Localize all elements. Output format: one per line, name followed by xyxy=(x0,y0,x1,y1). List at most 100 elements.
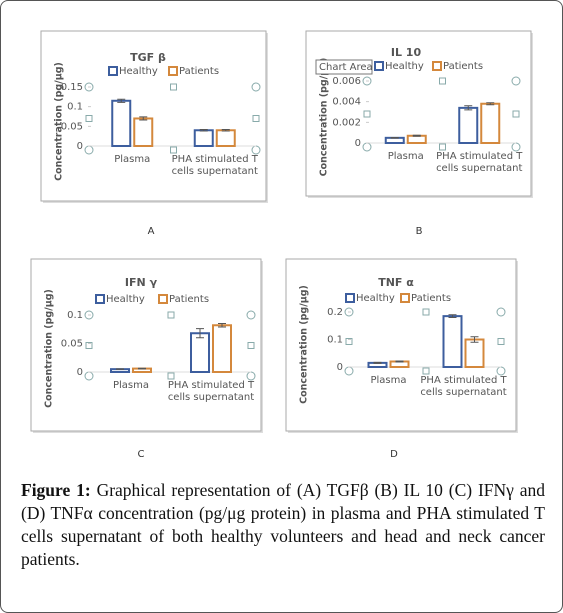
handle xyxy=(497,338,505,345)
error-bar xyxy=(221,128,230,132)
legend-label: Patients xyxy=(169,294,209,305)
y-tick-label: 0.2 xyxy=(327,307,343,318)
y-tick-label: 0.002 xyxy=(332,117,361,128)
x-tick-label: Plasma xyxy=(387,151,424,162)
y-tick-label: 0.05 xyxy=(61,339,83,350)
legend-swatch xyxy=(400,293,410,303)
error-bar xyxy=(117,98,126,103)
handle xyxy=(251,82,261,92)
legend-swatch xyxy=(95,294,105,304)
x-tick-label: PHA stimulated T cells supernatant xyxy=(436,151,523,174)
x-tick-label-box: Plasma xyxy=(370,375,406,386)
bar xyxy=(458,106,479,145)
handle xyxy=(345,338,353,345)
error-bar xyxy=(218,323,226,328)
x-tick-label-box: Plasma xyxy=(112,380,149,391)
error-bar xyxy=(464,105,473,111)
x-tick-label-box: Plasma xyxy=(114,154,151,165)
x-tick-label-box: PHA stimulated T cells supernatant xyxy=(171,154,258,177)
y-tick-label: 0.15 xyxy=(61,82,83,93)
bar xyxy=(133,117,154,147)
handle xyxy=(512,110,520,118)
chart-title: IFN γ xyxy=(125,276,158,289)
handle xyxy=(251,145,261,155)
handle xyxy=(85,342,93,349)
y-tick-label: 0.05 xyxy=(61,121,83,132)
bar xyxy=(442,315,463,368)
handle xyxy=(170,146,177,154)
caption-label: Figure 1: xyxy=(21,480,91,500)
handle xyxy=(167,311,175,319)
caption: Figure 1: Graphical representation of (A… xyxy=(21,479,545,571)
x-tick-label-box: PHA stimulated T cells supernatant xyxy=(167,380,255,403)
legend-label: Healthy xyxy=(119,66,158,77)
legend-label: Patients xyxy=(179,66,219,77)
x-tick-label-box: PHA stimulated T cells supernatant xyxy=(420,375,507,398)
x-tick-label: Plasma xyxy=(112,380,149,391)
handle xyxy=(511,142,521,152)
handle xyxy=(496,366,506,376)
handle xyxy=(170,83,177,91)
handle xyxy=(511,76,521,86)
bar xyxy=(464,338,485,368)
y-tick-label: 0.006 xyxy=(332,76,361,87)
bar xyxy=(215,129,236,147)
chart-frame xyxy=(40,30,267,202)
error-bar xyxy=(470,336,479,343)
y-tick-label: 0 xyxy=(355,138,361,149)
error-bar xyxy=(196,328,204,339)
handle xyxy=(247,342,255,349)
error-bar xyxy=(373,361,382,364)
y-tick-label: 0.1 xyxy=(67,102,83,113)
caption-text: Graphical representation of (A) TGFβ (B)… xyxy=(21,480,545,569)
handle xyxy=(246,371,256,381)
bar xyxy=(480,102,501,144)
handle xyxy=(344,366,354,376)
chart-title: TNF α xyxy=(378,276,414,289)
legend-label: Healthy xyxy=(106,294,145,305)
panel-label: C xyxy=(138,449,145,460)
handle xyxy=(439,77,446,85)
x-tick-label: PHA stimulated T cells supernatant xyxy=(420,375,507,398)
y-tick-label: 0 xyxy=(77,141,83,152)
x-tick-label: PHA stimulated T cells supernatant xyxy=(171,154,258,177)
chart-title: TGF β xyxy=(130,51,166,64)
y-tick-label: 0.004 xyxy=(332,97,361,108)
x-tick-label: Plasma xyxy=(114,154,151,165)
legend-label: Patients xyxy=(443,61,483,72)
error-bar xyxy=(138,367,146,370)
y-tick-label: 0.1 xyxy=(67,310,83,321)
legend-label: Healthy xyxy=(385,61,424,72)
error-bar xyxy=(486,102,495,106)
legend-swatch xyxy=(168,66,178,76)
error-bar xyxy=(390,137,399,139)
y-axis-label: Concentration (pg/µg) xyxy=(319,58,330,177)
bar xyxy=(212,324,232,374)
bar xyxy=(406,134,427,144)
handle xyxy=(496,307,506,317)
x-tick-label: PHA stimulated T cells supernatant xyxy=(167,380,255,403)
error-bar xyxy=(448,314,457,318)
error-bar xyxy=(199,128,208,132)
handle xyxy=(167,372,175,380)
handle xyxy=(84,371,94,381)
panel-label: B xyxy=(416,226,423,237)
handle xyxy=(363,110,371,118)
y-tick-label: 0 xyxy=(337,362,343,373)
y-axis-label: Concentration (pg/µg) xyxy=(44,289,55,408)
bar xyxy=(193,129,214,147)
handle xyxy=(362,142,372,152)
legend-swatch xyxy=(345,293,355,303)
bar xyxy=(190,332,210,373)
bar xyxy=(111,99,132,148)
error-bar xyxy=(116,368,124,370)
legend-swatch xyxy=(108,66,118,76)
x-tick-label-box: Plasma xyxy=(387,151,424,162)
legend-swatch xyxy=(374,61,384,71)
error-bar xyxy=(412,134,421,137)
x-tick-label-box: PHA stimulated T cells supernatant xyxy=(436,151,523,174)
y-tick-label: 0.1 xyxy=(327,335,343,346)
handle xyxy=(246,310,256,320)
